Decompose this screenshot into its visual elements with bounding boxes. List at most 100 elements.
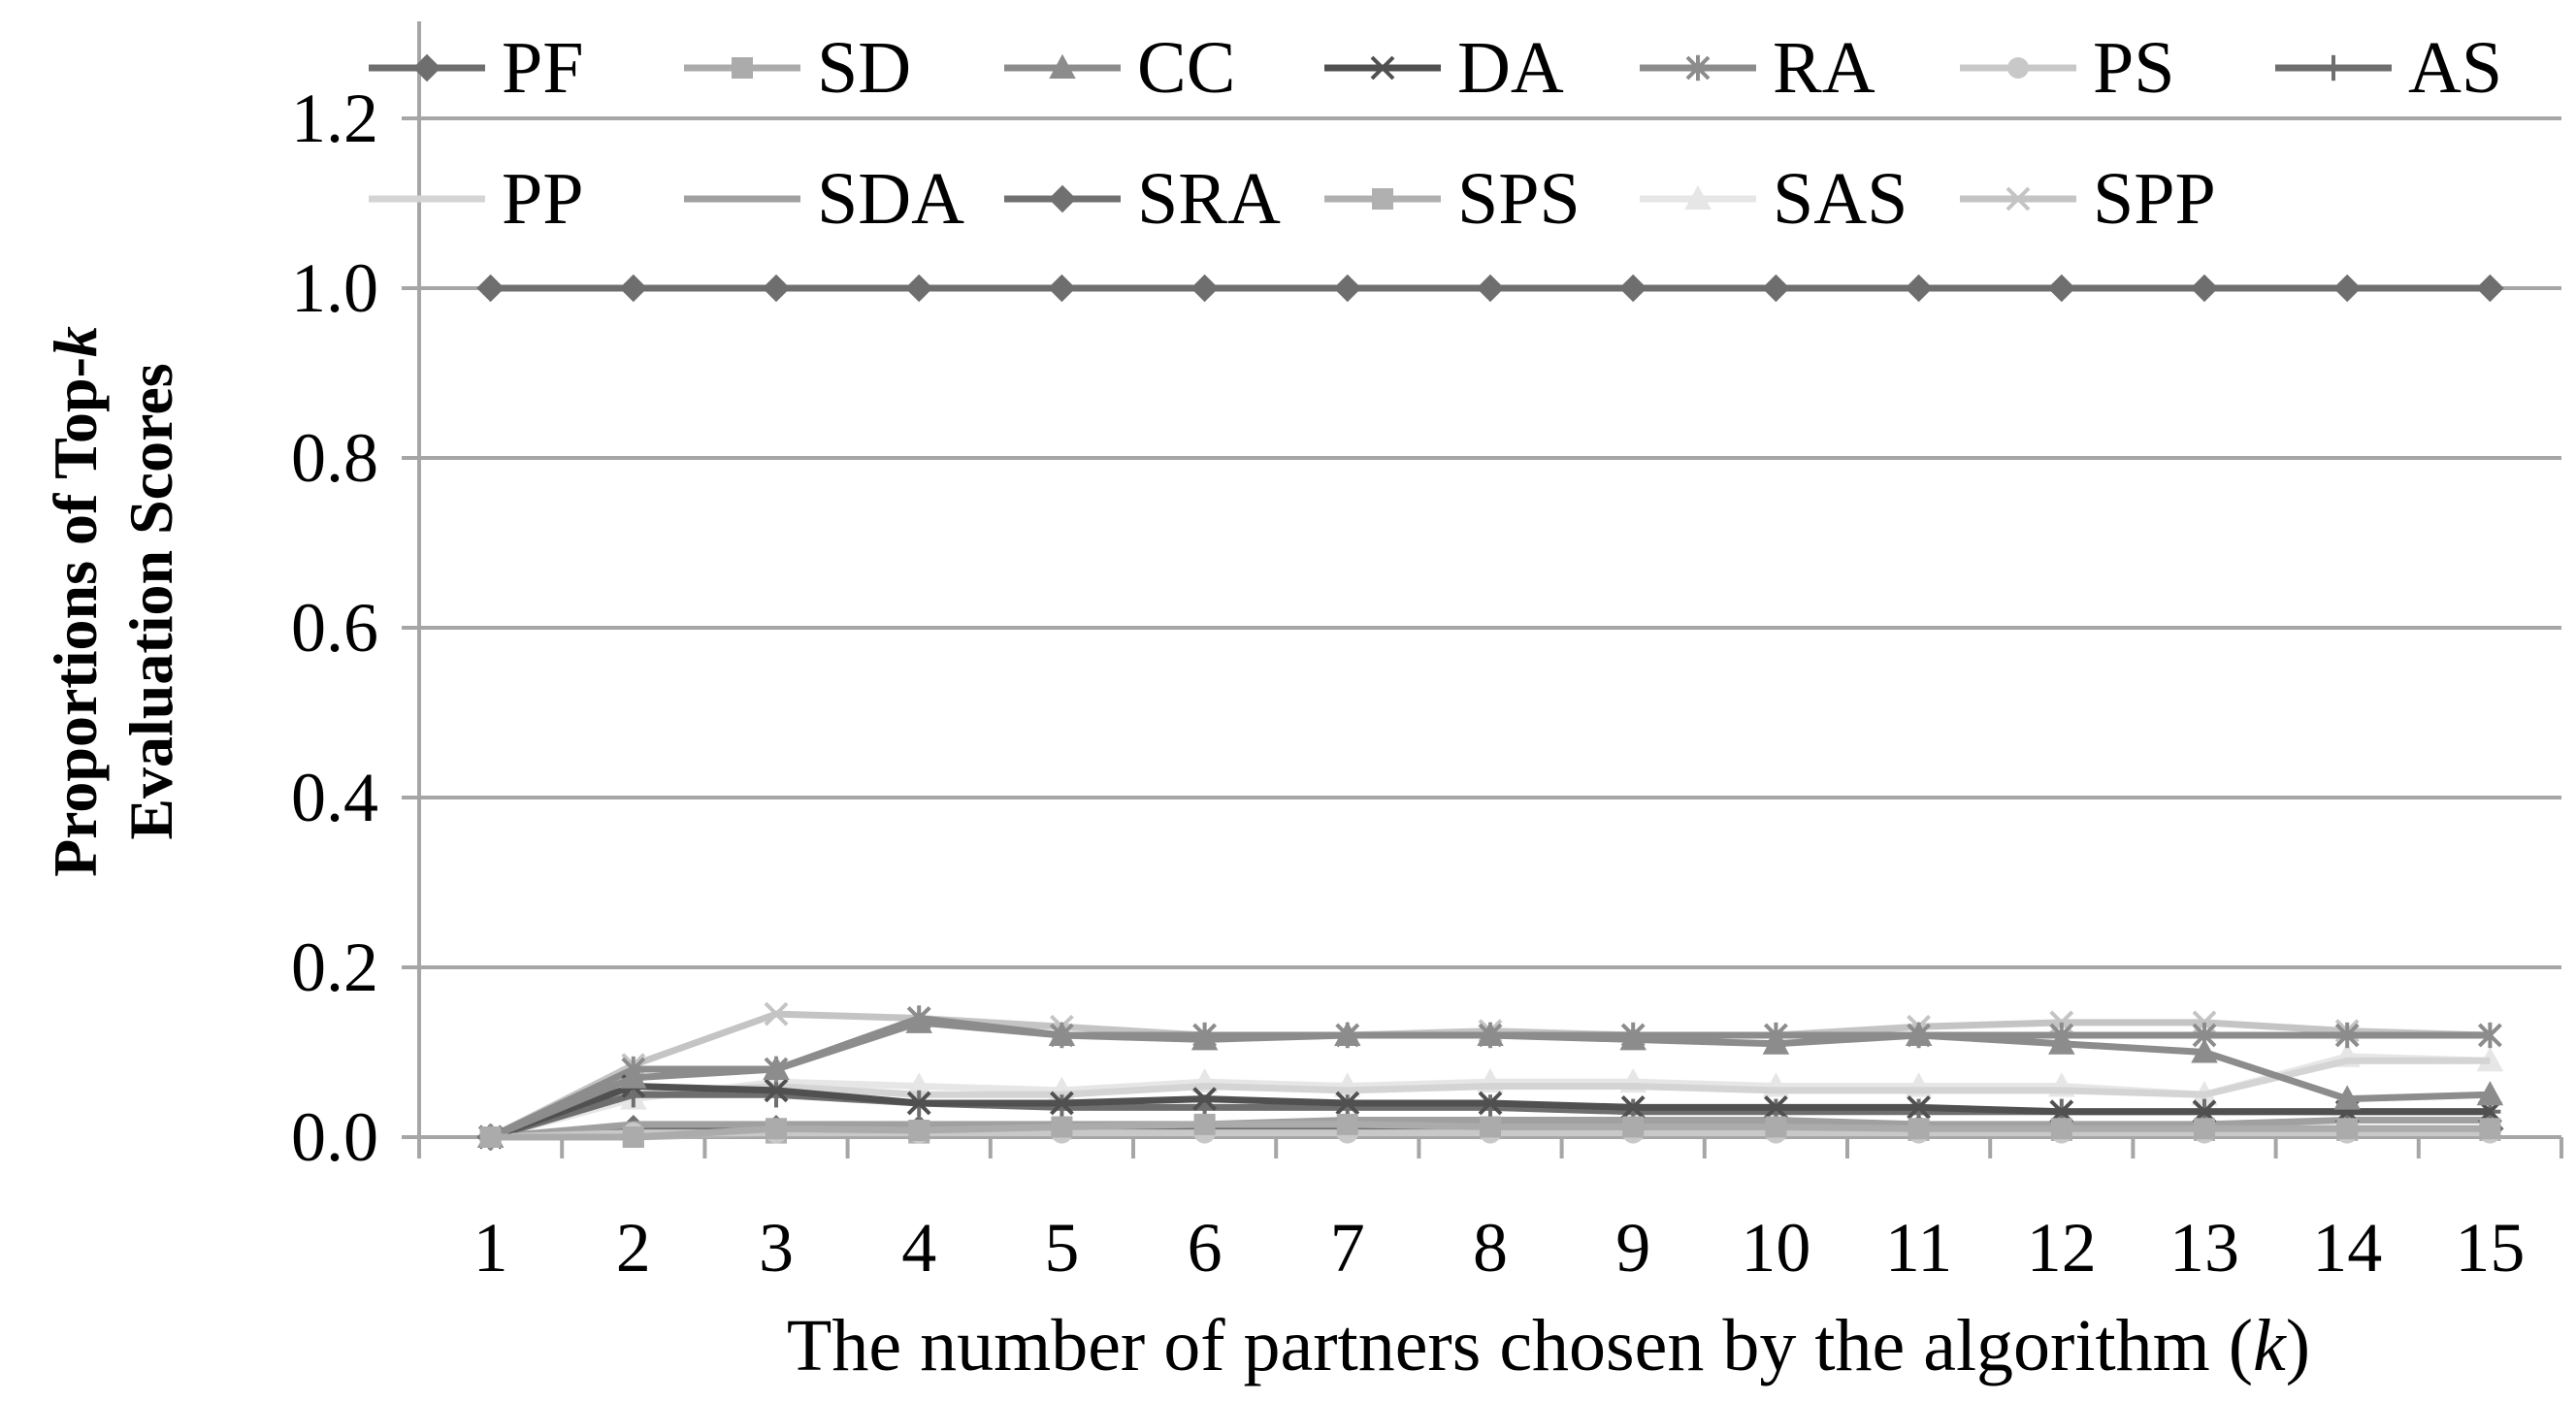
data-point-pf — [1190, 274, 1219, 303]
legend-item-ps: PS — [1960, 27, 2175, 109]
data-point-sas — [905, 1072, 932, 1097]
y-axis-label-line2: Evaluation Scores — [116, 363, 185, 839]
x-tick-label: 15 — [2455, 1209, 2525, 1287]
data-point-cc — [1190, 1026, 1219, 1051]
legend-label-sps: SPS — [1457, 158, 1581, 240]
x-axis-label-close: ) — [2286, 1305, 2310, 1386]
data-point-pf — [476, 274, 505, 303]
y-tick-label: 0.8 — [291, 419, 378, 497]
data-point-pf — [904, 274, 933, 303]
series-pf — [476, 274, 2504, 303]
legend-label-sas: SAS — [1773, 158, 1908, 240]
legend-item-sda: SDA — [684, 158, 964, 240]
series-cc — [476, 1008, 2504, 1148]
legend-label-sd: SD — [817, 27, 911, 109]
data-point-pf — [762, 274, 791, 303]
data-point-da — [1478, 1091, 1503, 1116]
series-lines — [476, 274, 2504, 1152]
legend-marker-ps — [2007, 57, 2029, 79]
data-point-da — [906, 1091, 931, 1116]
legend-marker-pf — [412, 53, 441, 82]
data-point-da — [1620, 1094, 1646, 1120]
gridlines — [419, 116, 2561, 969]
legend-item-da: DA — [1324, 27, 1564, 109]
legend-label-spp: SPP — [2093, 158, 2216, 240]
data-point-sd — [766, 1118, 787, 1140]
data-point-pf — [619, 274, 648, 303]
data-point-cc — [763, 1055, 790, 1080]
legend-item-as: AS — [2275, 27, 2502, 109]
data-point-sd — [479, 1126, 502, 1148]
x-axis-label-italic: k — [2253, 1305, 2287, 1386]
data-point-cc — [620, 1063, 647, 1089]
data-point-sd — [622, 1126, 644, 1148]
data-point-sd — [1765, 1116, 1787, 1138]
series-sd — [479, 1113, 2501, 1148]
data-point-da — [1192, 1087, 1218, 1112]
legend-label-sda: SDA — [817, 158, 964, 240]
series-line-pp — [489, 1057, 2491, 1141]
legend-item-sra: SRA — [1004, 158, 1281, 240]
data-point-sd — [2336, 1118, 2359, 1140]
data-point-sd — [1908, 1118, 1930, 1140]
data-point-cc — [1905, 1021, 1933, 1046]
x-tick-label: 1 — [473, 1209, 508, 1287]
data-point-ra — [2477, 1022, 2502, 1049]
y-axis-label-line1: Proportions of Top-k — [41, 326, 110, 877]
legend-marker-sas — [1684, 184, 1712, 210]
x-axis-label: The number of partners chosen by the alg… — [787, 1305, 2310, 1386]
y-tick-label: 1.0 — [291, 249, 378, 327]
y-tick-label: 0.2 — [291, 929, 378, 1006]
data-point-pf — [1905, 274, 1933, 303]
data-point-pf — [2190, 274, 2219, 303]
legend-item-sas: SAS — [1640, 158, 1908, 240]
x-tick-label: 12 — [2027, 1209, 2097, 1287]
legend-marker-spp — [2005, 186, 2031, 212]
data-point-sd — [1336, 1113, 1358, 1135]
y-axis-label-text: Proportions of Top- — [41, 357, 110, 877]
data-point-sd — [1480, 1116, 1501, 1138]
data-point-sd — [2050, 1118, 2072, 1140]
data-point-as — [1051, 1094, 1073, 1121]
data-point-da — [1335, 1091, 1360, 1116]
data-point-sd — [2479, 1118, 2501, 1140]
data-point-da — [1049, 1091, 1074, 1116]
y-tick-label: 1.2 — [291, 80, 378, 157]
legend-label-pp: PP — [502, 158, 584, 240]
axes: 0.00.20.40.60.81.01.21 2 3 4 5 6 7 8 9 10 11 12 13 14… — [291, 21, 2563, 1287]
data-point-cc — [1619, 1026, 1647, 1051]
data-point-pf — [1333, 274, 1362, 303]
data-point-sd — [2194, 1118, 2215, 1140]
x-axis-label-text: The number of partners chosen by the alg… — [787, 1305, 2253, 1386]
y-axis-label-italic: k — [41, 326, 110, 357]
legend-label-ra: RA — [1773, 27, 1875, 109]
legend-item-spp: SPP — [1960, 158, 2216, 240]
x-tick-label: 8 — [1473, 1209, 1508, 1287]
legend-label-pf: PF — [502, 27, 584, 109]
legend-marker-sra — [1048, 184, 1077, 213]
legend-label-as: AS — [2408, 27, 2502, 109]
data-point-cc — [2476, 1080, 2504, 1106]
data-point-pf — [2047, 274, 2076, 303]
legend-marker-sd — [732, 57, 753, 79]
x-tick-label: 3 — [759, 1209, 794, 1287]
data-point-pf — [1476, 274, 1505, 303]
y-tick-label: 0.4 — [291, 759, 378, 836]
data-point-cc — [1048, 1021, 1076, 1046]
legend-item-cc: CC — [1004, 27, 1235, 109]
data-point-pf — [1762, 274, 1790, 303]
legend-item-pf: PF — [369, 27, 584, 109]
series-pp — [489, 1057, 2491, 1141]
data-point-cc — [1477, 1021, 1504, 1046]
data-point-cc — [2333, 1085, 2361, 1110]
data-point-sd — [1051, 1116, 1073, 1138]
data-point-spp — [764, 1001, 789, 1027]
data-point-da — [1763, 1094, 1788, 1120]
legend-item-ra: RA — [1640, 27, 1875, 109]
y-tick-label: 0.6 — [291, 589, 378, 667]
legend-label-da: DA — [1457, 27, 1564, 109]
data-point-as — [1480, 1094, 1501, 1121]
legend-item-sps: SPS — [1324, 158, 1581, 240]
